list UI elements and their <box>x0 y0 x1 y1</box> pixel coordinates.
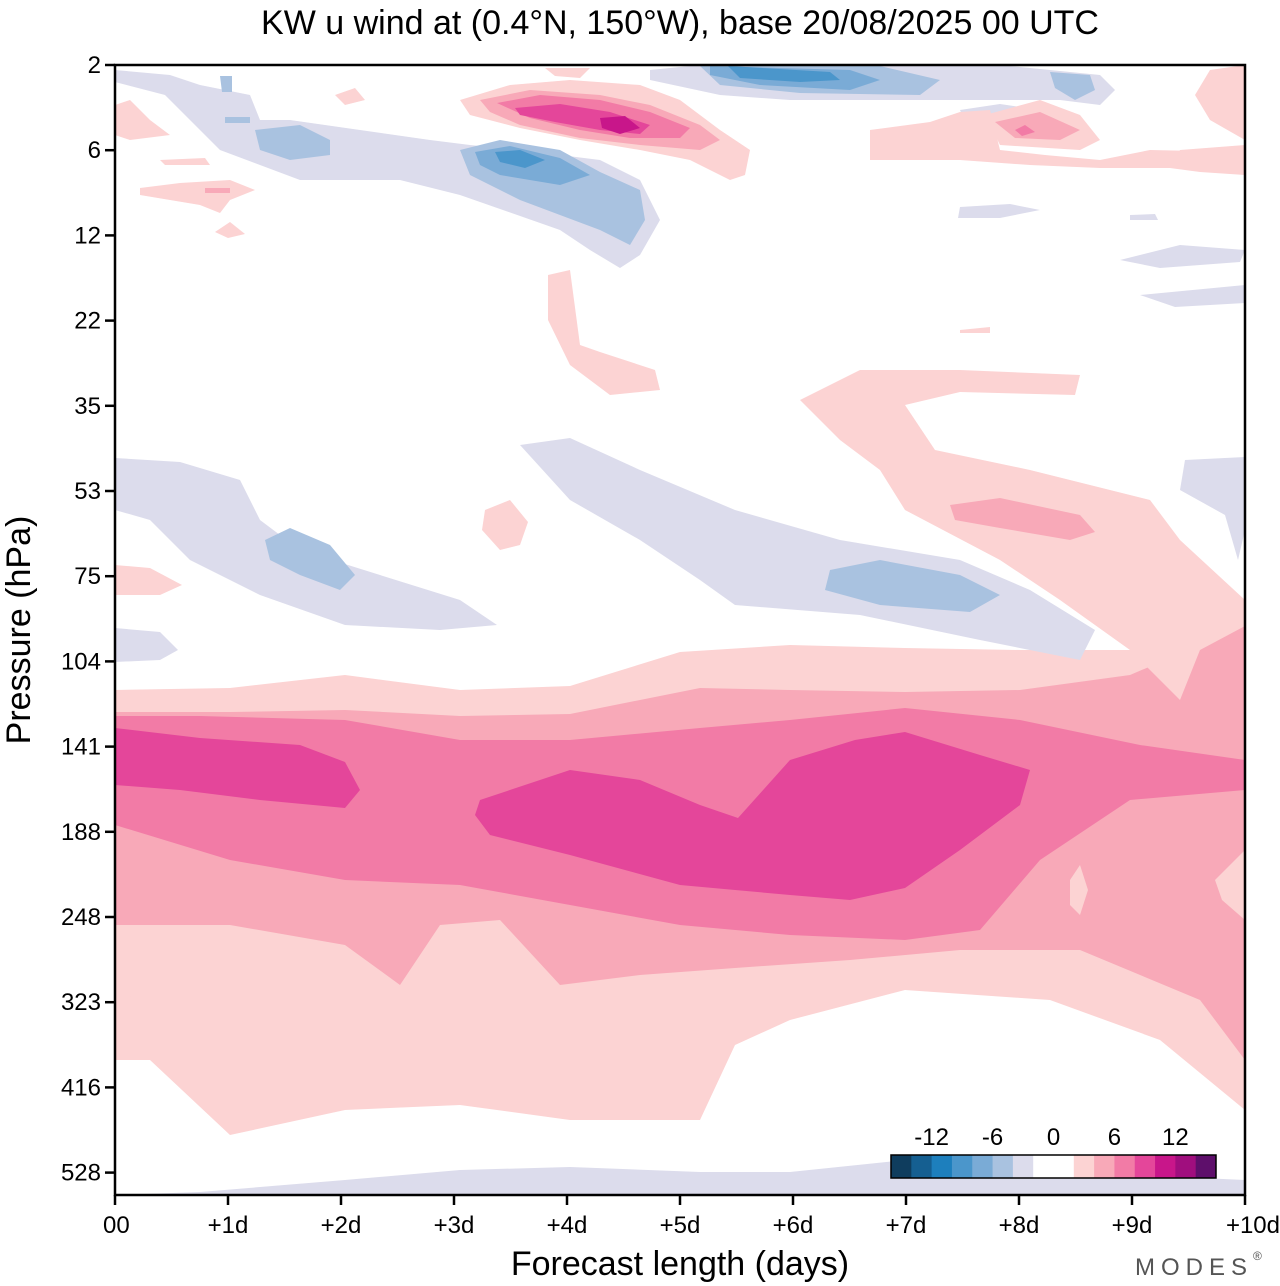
contour-right-westerly-l1 <box>800 370 1245 700</box>
colorbar-swatch <box>1033 1155 1054 1178</box>
contour-right-westerly-l2 <box>950 498 1095 540</box>
contour-westerly-l4a <box>115 728 360 808</box>
colorbar-frame <box>890 1154 1217 1179</box>
colorbar-swatch <box>1053 1155 1075 1178</box>
y-tick-label: 2 <box>88 52 101 79</box>
colorbar-swatch <box>1012 1155 1034 1178</box>
y-axis: 2 6 12 22 35 53 75 104 141 188 248 323 416 528 <box>61 52 115 1187</box>
colorbar-swatch <box>992 1155 1014 1178</box>
colorbar-label: 6 <box>1108 1124 1121 1151</box>
colorbar-swatch <box>1134 1155 1156 1178</box>
contour-easterly-mid-b2 <box>825 560 1000 612</box>
y-tick-label: 53 <box>74 478 101 505</box>
colorbar-swatch <box>1195 1155 1217 1178</box>
colorbar-label: 12 <box>1162 1124 1189 1151</box>
x-tick-label: 00 <box>103 1212 130 1239</box>
colorbar-swatch <box>1155 1155 1176 1178</box>
contour-westerly-l4b <box>475 732 1030 900</box>
colorbar-swatch <box>931 1155 953 1178</box>
x-tick-label: +5d <box>660 1212 701 1239</box>
chart-title: KW u wind at (0.4°N, 150°W), base 20/08/… <box>261 4 1099 42</box>
x-tick-label: +3d <box>434 1212 475 1239</box>
colorbar-label: 0 <box>1047 1124 1060 1151</box>
contour-field <box>115 65 1245 1195</box>
colorbar-swatch <box>1073 1155 1095 1178</box>
brand-text: MODES <box>1135 1254 1253 1281</box>
colorbar-label: -6 <box>982 1124 1003 1151</box>
x-tick-label: +4d <box>547 1212 588 1239</box>
brand-mark: ® <box>1253 1249 1262 1263</box>
x-axis-label: Forecast length (days) <box>511 1245 849 1283</box>
colorbar-swatch <box>1094 1155 1115 1178</box>
x-tick-label: +6d <box>773 1212 814 1239</box>
colorbar-swatch <box>1114 1155 1136 1178</box>
colorbar-swatch <box>1175 1155 1197 1178</box>
x-tick-label: +9d <box>1112 1212 1153 1239</box>
y-tick-label: 248 <box>61 904 101 931</box>
y-tick-label: 12 <box>74 222 101 249</box>
y-tick-label: 188 <box>61 819 101 846</box>
x-axis: 00 +1d +2d +3d +4d +5d +6d +7d +8d +9d +10d <box>103 1195 1280 1239</box>
x-tick-label: +7d <box>886 1212 927 1239</box>
x-tick-label: +10d <box>1226 1212 1280 1239</box>
y-tick-label: 104 <box>61 648 101 675</box>
y-tick-label: 22 <box>74 308 101 335</box>
y-tick-label: 75 <box>74 563 101 590</box>
y-axis-label: Pressure (hPa) <box>0 516 38 745</box>
contour-easterly-mid-a <box>115 458 497 630</box>
colorbar-swatch <box>951 1155 973 1178</box>
y-tick-label: 323 <box>61 989 101 1016</box>
y-tick-label: 141 <box>61 734 101 761</box>
colorbar-swatch <box>911 1155 933 1178</box>
y-tick-label: 35 <box>74 393 101 420</box>
y-tick-label: 528 <box>61 1160 101 1187</box>
x-tick-label: +8d <box>999 1212 1040 1239</box>
colorbar-label: -12 <box>914 1124 949 1151</box>
colorbar-swatch <box>891 1155 912 1178</box>
x-tick-label: +2d <box>321 1212 362 1239</box>
x-tick-label: +1d <box>208 1212 249 1239</box>
colorbar: -12 -6 0 6 12 <box>890 1124 1217 1179</box>
y-tick-label: 416 <box>61 1074 101 1101</box>
colorbar-swatch <box>972 1155 994 1178</box>
contour-easterly-mid-a2 <box>265 528 355 590</box>
y-tick-label: 6 <box>88 137 101 164</box>
